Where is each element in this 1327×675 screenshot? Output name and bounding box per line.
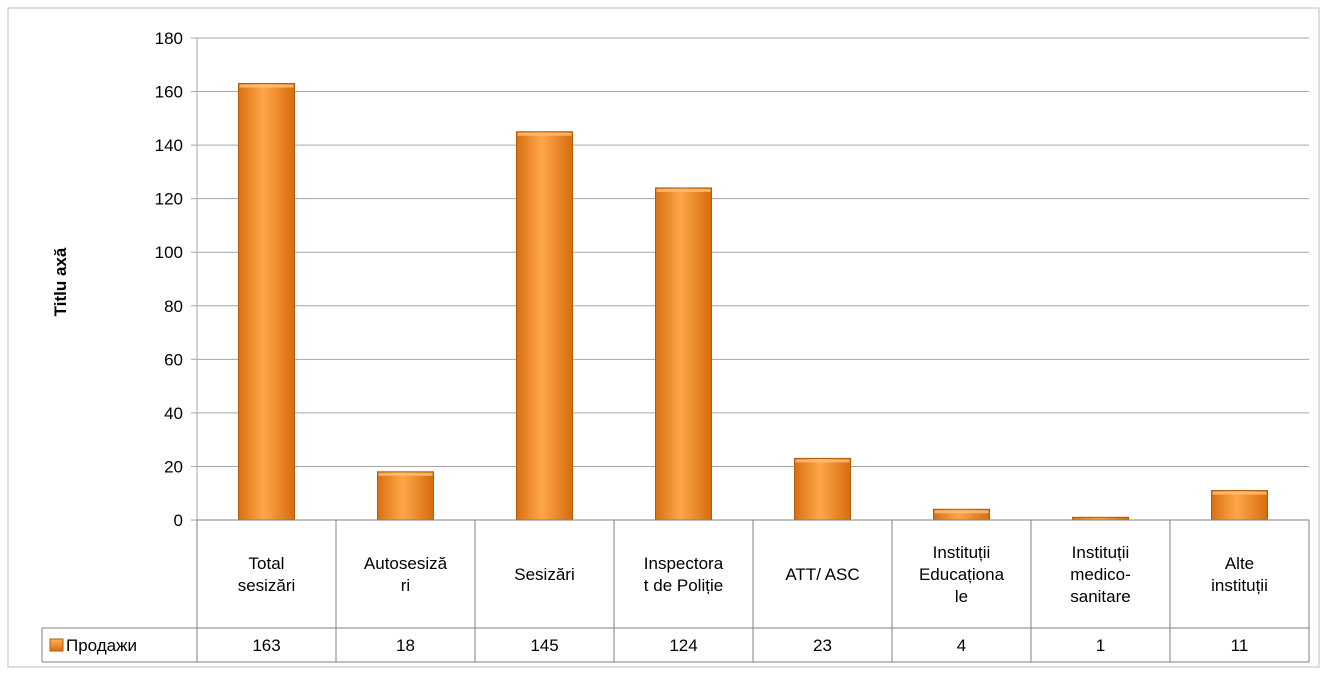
category-label: Instituții [1072, 543, 1130, 562]
bar [794, 457, 851, 521]
legend-swatch [49, 638, 64, 652]
y-tick-label: 80 [164, 297, 183, 316]
data-table: Total sesizări Autosesiză ri Sesizări Inspect… [41, 519, 1310, 663]
category-label: Inspectora [644, 554, 724, 573]
y-tick-label: 60 [164, 350, 183, 369]
table-value: 145 [530, 636, 558, 655]
y-tick-label: 20 [164, 457, 183, 476]
y-tick-label: 120 [155, 190, 183, 209]
category-label: Sesizări [514, 565, 574, 584]
category-label: Total [249, 554, 285, 573]
chart-border [7, 7, 1320, 668]
gridlines [196, 37, 1309, 520]
bar [1211, 490, 1268, 521]
bar-highlight [378, 472, 433, 476]
y-tick-label: 0 [174, 511, 183, 530]
y-axis-ticks: 0 20 40 60 80 100 120 140 160 180 [155, 29, 197, 530]
category-label: sesizări [238, 576, 296, 595]
y-tick-label: 100 [155, 243, 183, 262]
category-label: instituții [1211, 576, 1268, 595]
table-value: 18 [396, 636, 415, 655]
category-label: Educaționa [919, 565, 1005, 584]
table-value: 124 [669, 636, 697, 655]
category-label: t de Poliție [644, 576, 723, 595]
category-label: ATT/ ASC [785, 565, 859, 584]
bar [238, 83, 295, 521]
bar [516, 131, 573, 521]
category-label: Autosesiză [364, 554, 448, 573]
bar-highlight [1212, 491, 1267, 495]
bar-highlight [239, 84, 294, 88]
y-tick-label: 160 [155, 83, 183, 102]
category-label: ri [401, 576, 410, 595]
bar [377, 471, 434, 521]
y-tick-label: 140 [155, 136, 183, 155]
table-value: 4 [957, 636, 966, 655]
category-label: le [955, 587, 968, 606]
bar-highlight [934, 510, 989, 514]
category-label: Alte [1225, 554, 1254, 573]
category-label: Instituții [933, 543, 991, 562]
bar-highlight [656, 188, 711, 192]
category-label: medico- [1070, 565, 1130, 584]
y-axis-title: Titlu axă [51, 247, 70, 316]
y-tick-label: 180 [155, 29, 183, 48]
bar-highlight [517, 132, 572, 136]
table-value: 163 [252, 636, 280, 655]
bar-highlight [795, 459, 850, 463]
table-value: 11 [1231, 636, 1249, 655]
y-tick-label: 40 [164, 404, 183, 423]
bar [655, 187, 712, 521]
legend-label: Продажи [66, 636, 137, 655]
table-value: 23 [813, 636, 832, 655]
bars [238, 83, 1268, 521]
table-value: 1 [1096, 636, 1105, 655]
category-label: sanitare [1070, 587, 1130, 606]
